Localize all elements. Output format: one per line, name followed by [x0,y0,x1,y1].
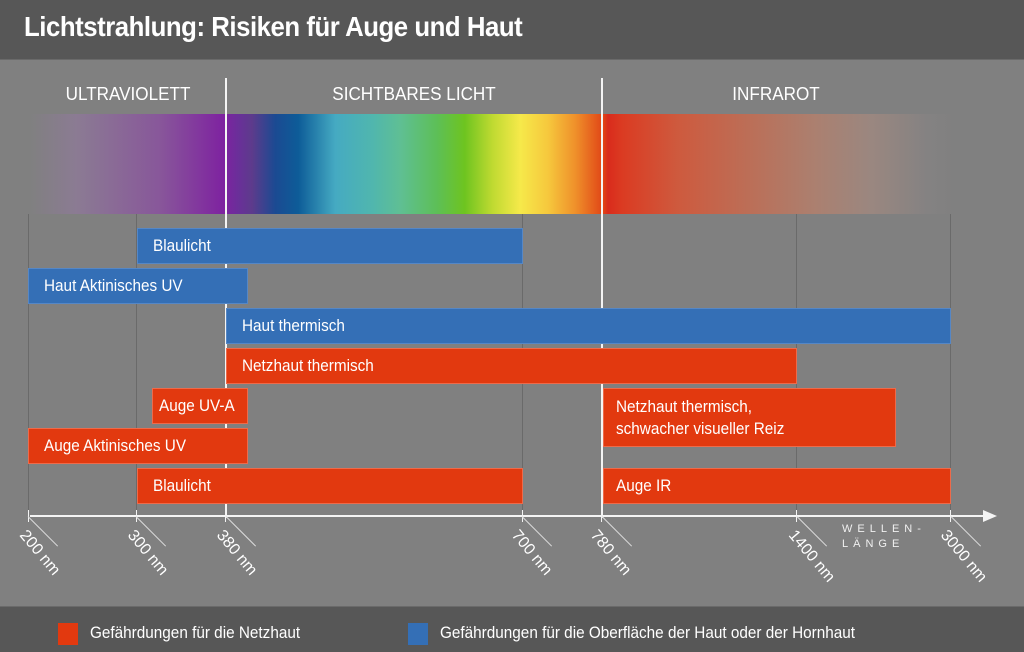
bar-auge-ir: Auge IR [603,468,951,504]
bar-label-line1: Netzhaut thermisch, [616,397,753,417]
bar-label: Auge IR [616,476,672,496]
divider-visible-ir [601,78,603,518]
grid-line-300 [136,214,137,516]
bar-blaulicht-retina: Blaulicht [137,468,523,504]
tick-label-200: 200 nm [15,527,64,579]
legend-label-retina: Gefährdungen für die Netzhaut [90,623,301,642]
tick-label-3000: 3000 nm [936,527,991,586]
bar-netzhaut-thermisch-schwacher-reiz: Netzhaut thermisch, schwacher visueller … [603,388,896,447]
tick-mark [601,510,602,522]
legend: Gefährdungen für die Netzhaut Gefährdung… [0,606,1024,652]
legend-label-surface: Gefährdungen für die Oberfläche der Haut… [440,623,856,642]
region-label-ultraviolett: ULTRAVIOLETT [65,84,191,104]
legend-swatch-retina [58,623,78,645]
bar-label: Blaulicht [153,236,211,256]
bar-label: Auge Aktinisches UV [44,436,187,456]
bar-auge-aktinisches-uv: Auge Aktinisches UV [28,428,248,464]
axis-title-line1: WELLEN- [842,523,926,535]
tick-mark [136,510,137,522]
tick-label-700: 700 nm [507,527,556,579]
region-label-infrarot: INFRAROT [732,84,820,104]
bar-netzhaut-thermisch: Netzhaut thermisch [226,348,797,384]
bar-blaulicht-surface: Blaulicht [137,228,523,264]
tick-label-780: 780 nm [586,527,635,579]
bar-haut-thermisch: Haut thermisch [226,308,951,344]
tick-label-300: 300 nm [123,527,172,579]
bar-label: Haut Aktinisches UV [44,276,183,296]
tick-mark [950,510,951,522]
bar-label: Auge UV-A [159,396,235,416]
region-label-sichtbares-licht: SICHTBARES LICHT [332,84,496,104]
axis-title-line2: LÄNGE [842,538,905,550]
axis-title: WELLEN- LÄNGE [842,522,926,552]
bar-label: Haut thermisch [242,316,345,336]
tick-mark [28,510,29,522]
tick-mark [522,510,523,522]
bar-label-line2: schwacher visueller Reiz [616,418,785,438]
grid-line-3000 [950,214,951,516]
bar-label-multiline: Netzhaut thermisch, schwacher visueller … [616,396,784,439]
page-title: Lichtstrahlung: Risiken für Auge und Hau… [24,11,523,42]
bar-label: Blaulicht [153,476,211,496]
bar-haut-aktinisches-uv: Haut Aktinisches UV [28,268,248,304]
tick-label-1400: 1400 nm [784,527,839,586]
x-axis-arrow-icon [983,510,997,522]
bar-auge-uv-a: Auge UV-A [152,388,248,424]
bar-label: Netzhaut thermisch [242,356,374,376]
tick-mark [225,510,226,522]
x-axis-line [30,515,985,517]
tick-mark [796,510,797,522]
spectrum-gradient [30,114,955,214]
grid-line-200 [28,214,29,516]
legend-swatch-surface [408,623,428,645]
tick-label-380: 380 nm [212,527,261,579]
title-bar: Lichtstrahlung: Risiken für Auge und Hau… [0,0,1024,60]
